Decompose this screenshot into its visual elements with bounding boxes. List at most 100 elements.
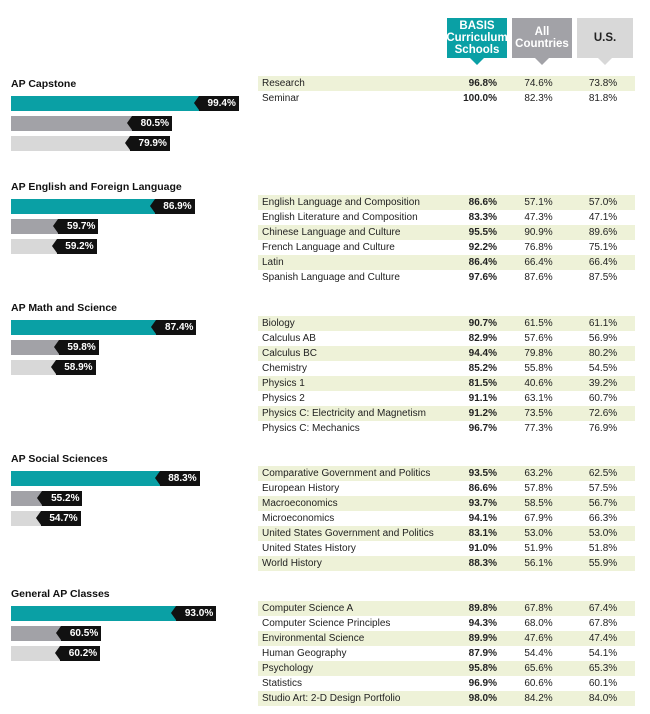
value-us: 51.8% [588,543,618,554]
value-us: 47.1% [588,212,618,223]
value-all-countries: 55.8% [524,363,553,374]
value-all-countries: 58.5% [524,498,553,509]
table-row: European History 86.6% 57.8% 57.5% [258,481,635,496]
value-us: 47.4% [588,633,618,644]
table-row: Spanish Language and Culture 97.6% 87.6% 87… [258,270,635,285]
value-basis: 94.3% [468,618,497,629]
value-us: 81.8% [588,93,618,104]
table-row: Calculus BC 94.4% 79.8% 80.2% [258,346,635,361]
value-basis: 83.1% [468,528,497,539]
bar-label-all: 60.5% [56,626,102,641]
course-name: Comparative Government and Politics [262,468,431,479]
value-us: 61.1% [588,318,618,329]
course-name: United States Government and Politics [262,528,434,539]
value-all-countries: 47.3% [524,212,553,223]
column-header-all-countries: All Countries [512,18,572,65]
value-us: 75.1% [588,242,618,253]
value-all-countries: 77.3% [524,423,553,434]
value-basis: 86.4% [468,257,497,268]
value-us: 84.0% [588,693,618,704]
value-basis: 93.5% [468,468,497,479]
course-name: United States History [262,543,356,554]
course-name: Chemistry [262,363,308,374]
table-row: Seminar 100.0% 82.3% 81.8% [258,91,635,106]
section-title: AP Capstone [11,78,77,90]
value-us: 73.8% [588,78,618,89]
bar-basis [11,471,200,486]
table-row: Biology 90.7% 61.5% 61.1% [258,316,635,331]
value-all-countries: 57.6% [524,333,553,344]
table-row: Latin 86.4% 66.4% 66.4% [258,255,635,270]
value-all-countries: 63.2% [524,468,553,479]
value-all-countries: 57.8% [524,483,553,494]
value-basis: 95.8% [468,663,497,674]
bar-label-all: 55.2% [37,491,83,506]
table-row: Environmental Science 89.9% 47.6% 47.4% [258,631,635,646]
value-us: 54.1% [588,648,618,659]
value-us: 65.3% [588,663,618,674]
table-row: United States History 91.0% 51.9% 51.8% [258,541,635,556]
course-name: Computer Science A [262,603,354,614]
value-basis: 91.2% [468,408,497,419]
course-name: European History [262,483,340,494]
course-name: Research [262,78,305,89]
table-row: Physics C: Mechanics 96.7% 77.3% 76.9% [258,421,635,436]
value-basis: 89.8% [468,603,497,614]
course-name: Chinese Language and Culture [262,227,401,238]
table-row: Macroeconomics 93.7% 58.5% 56.7% [258,496,635,511]
section-title: AP Social Sciences [11,453,108,465]
value-us: 55.9% [588,558,618,569]
value-basis: 82.9% [468,333,497,344]
column-header-us: U.S. [577,18,633,65]
course-name: Calculus BC [262,348,318,359]
value-us: 53.0% [588,528,618,539]
bar-basis [11,96,239,111]
course-name: Latin [262,257,284,268]
table-row: English Language and Composition 86.6% 57.… [258,195,635,210]
column-header-basis: BASIS Curriculum Schools [446,18,508,65]
value-all-countries: 76.8% [524,242,553,253]
course-name: Spanish Language and Culture [262,272,400,283]
value-all-countries: 73.5% [524,408,553,419]
value-all-countries: 53.0% [524,528,553,539]
table-row: Psychology 95.8% 65.6% 65.3% [258,661,635,676]
value-all-countries: 40.6% [524,378,553,389]
value-basis: 100.0% [463,93,497,104]
value-us: 76.9% [588,423,618,434]
table-row: Studio Art: 2-D Design Portfolio 98.0% 84.… [258,691,635,706]
value-basis: 96.7% [468,423,497,434]
course-name: English Literature and Composition [262,212,418,223]
section-title: General AP Classes [11,588,110,600]
value-basis: 81.5% [468,378,497,389]
value-basis: 98.0% [468,693,497,704]
course-name: Studio Art: 2-D Design Portfolio [262,693,401,704]
value-basis: 94.1% [468,513,497,524]
course-name: Calculus AB [262,333,316,344]
value-us: 60.7% [588,393,618,404]
section-title: AP English and Foreign Language [11,181,182,193]
value-basis: 92.2% [468,242,497,253]
value-basis: 87.9% [468,648,497,659]
value-us: 56.9% [588,333,618,344]
value-basis: 96.9% [468,678,497,689]
course-name: Physics 2 [262,393,305,404]
bar-label-all: 59.7% [53,219,99,234]
course-name: Biology [262,318,295,329]
value-basis: 91.0% [468,543,497,554]
value-basis: 86.6% [468,483,497,494]
value-us: 66.3% [588,513,618,524]
bar-basis [11,199,195,214]
table-row: Computer Science A 89.8% 67.8% 67.4% [258,601,635,616]
bar-label-basis: 87.4% [151,320,197,335]
bar-basis [11,606,217,621]
value-all-countries: 61.5% [524,318,553,329]
value-basis: 88.3% [468,558,497,569]
value-all-countries: 87.6% [524,272,553,283]
table-row: Physics 1 81.5% 40.6% 39.2% [258,376,635,391]
table-row: Statistics 96.9% 60.6% 60.1% [258,676,635,691]
table-row: World History 88.3% 56.1% 55.9% [258,556,635,571]
bar-basis [11,320,197,335]
value-basis: 91.1% [468,393,497,404]
bar-label-basis: 93.0% [171,606,217,621]
value-all-countries: 67.8% [524,603,553,614]
